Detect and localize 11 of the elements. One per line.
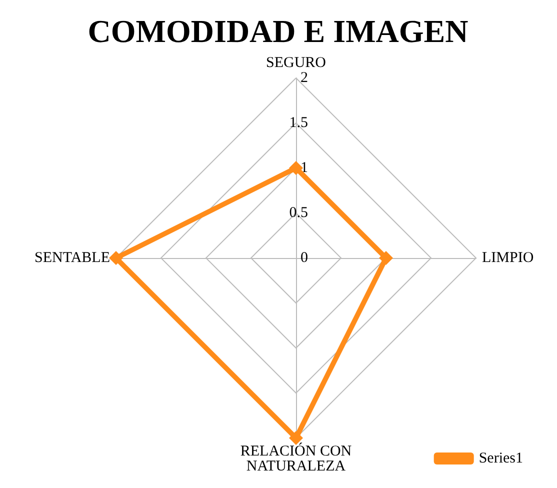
y-tick-label: 2 <box>300 70 308 86</box>
y-tick-label: 0.5 <box>289 205 308 221</box>
y-tick-label: 1.5 <box>289 115 308 131</box>
y-tick-label: 1 <box>300 160 308 176</box>
chart-title: COMODIDAD E IMAGEN <box>88 13 468 49</box>
spoke-label: RELACIÓN CON NATURALEZA <box>240 442 352 474</box>
spoke-label: SENTABLE <box>34 250 110 266</box>
spoke-label: LIMPIO <box>482 250 534 266</box>
y-tick-label: 0 <box>300 250 308 266</box>
legend-label: Series1 <box>478 450 524 466</box>
spoke-label: SEGURO <box>266 55 326 72</box>
